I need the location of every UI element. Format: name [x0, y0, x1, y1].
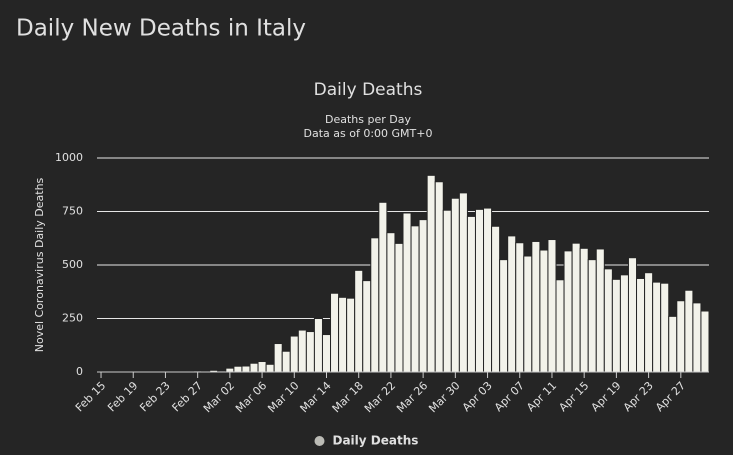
bar — [636, 277, 646, 373]
bar — [571, 242, 581, 373]
bar — [692, 302, 702, 373]
bar — [579, 247, 589, 373]
bar — [660, 282, 670, 373]
bar — [305, 331, 315, 373]
bar — [281, 350, 291, 373]
bar — [547, 239, 557, 373]
bar — [402, 212, 412, 373]
y-tick-label: 250 — [62, 312, 83, 325]
bar — [700, 310, 710, 373]
bar — [378, 201, 388, 373]
legend-marker — [314, 436, 325, 446]
bar — [297, 329, 307, 373]
bar — [354, 269, 364, 373]
y-tick-label: 0 — [76, 365, 83, 378]
bar — [587, 259, 597, 373]
bar — [233, 365, 243, 373]
bar — [491, 225, 501, 373]
bar — [644, 272, 654, 373]
bar — [466, 215, 476, 373]
bar — [289, 335, 299, 373]
chart-subtitle: Deaths per Day — [325, 113, 411, 126]
bar — [627, 257, 638, 373]
bar — [225, 367, 235, 373]
bar — [410, 225, 420, 373]
chart-subtitle: Data as of 0:00 GMT+0 — [304, 127, 433, 140]
bar — [676, 300, 686, 373]
bar — [611, 278, 621, 373]
bar — [249, 362, 259, 373]
bar — [515, 242, 525, 373]
bar — [418, 219, 428, 373]
bar — [563, 250, 573, 373]
bar — [668, 315, 678, 373]
bar — [652, 281, 662, 373]
bar — [434, 181, 444, 373]
bar — [394, 242, 404, 373]
bar — [273, 343, 283, 373]
bar — [531, 240, 541, 373]
bar — [539, 249, 549, 373]
bar — [386, 232, 396, 373]
bar — [450, 197, 460, 373]
bar — [370, 237, 380, 373]
y-tick-label: 1000 — [55, 151, 83, 164]
bar — [619, 274, 629, 373]
bar — [483, 207, 493, 373]
bar — [257, 361, 267, 373]
bar — [241, 365, 251, 373]
bar — [555, 279, 565, 373]
bar — [338, 296, 348, 373]
y-axis-label: Novel Coronavirus Daily Deaths — [33, 177, 46, 352]
bar — [474, 208, 485, 373]
legend-label: Daily Deaths — [333, 434, 419, 448]
bar — [362, 280, 372, 373]
bar — [330, 292, 340, 373]
y-tick-label: 750 — [62, 205, 83, 218]
page-title: Daily New Deaths in Italy — [16, 16, 306, 42]
bar — [321, 334, 332, 373]
bar — [265, 363, 275, 373]
bar — [684, 289, 694, 373]
bar — [603, 268, 613, 373]
bar — [426, 174, 436, 373]
y-tick-label: 500 — [62, 258, 83, 271]
bar — [313, 318, 323, 373]
bar — [458, 192, 468, 373]
bar — [442, 209, 452, 373]
bar — [346, 297, 356, 373]
chart-title: Daily Deaths — [314, 80, 423, 100]
bar — [499, 259, 509, 373]
bar — [507, 235, 517, 373]
bar — [595, 248, 605, 373]
bar — [523, 255, 533, 373]
